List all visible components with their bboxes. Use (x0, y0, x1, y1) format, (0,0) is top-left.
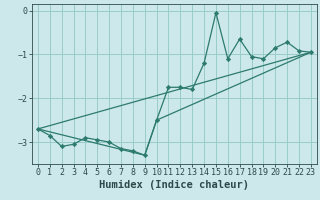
X-axis label: Humidex (Indice chaleur): Humidex (Indice chaleur) (100, 180, 249, 190)
